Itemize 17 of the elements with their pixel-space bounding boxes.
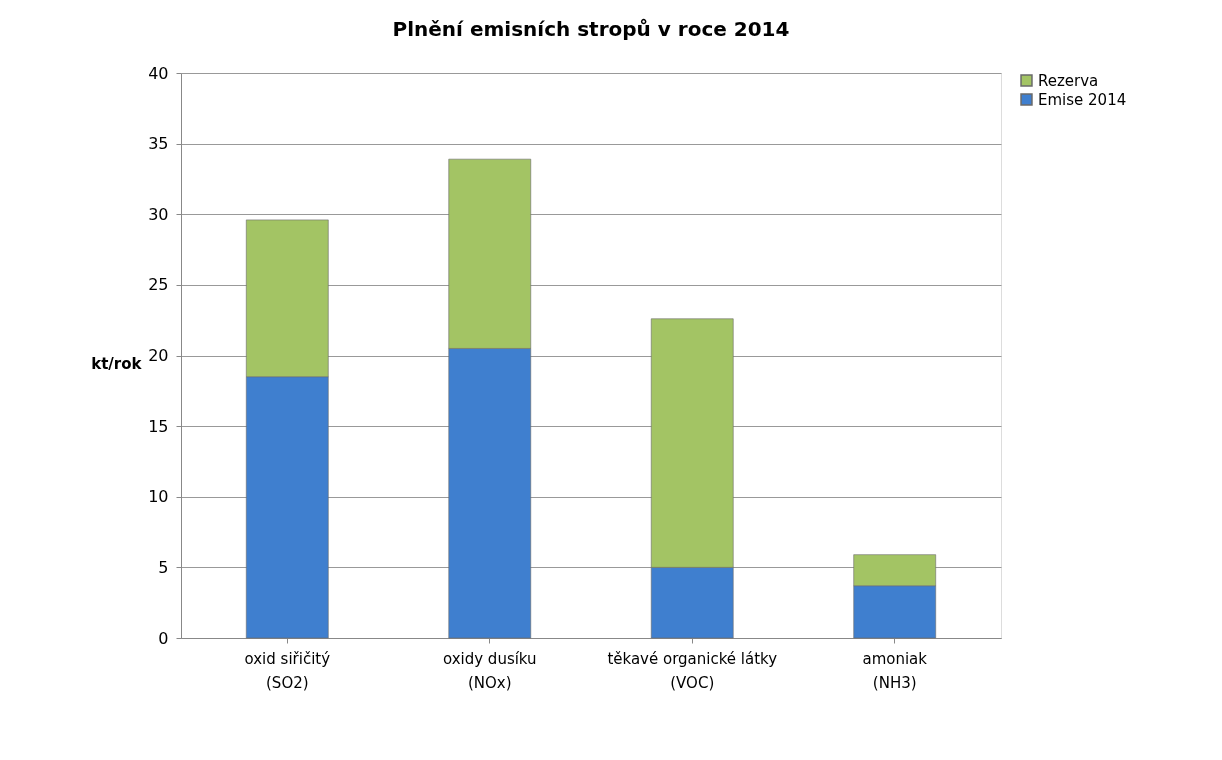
x-tick-label: oxid siřičitý (SO2) xyxy=(244,649,331,692)
legend-label: Emise 2014 xyxy=(1038,90,1127,109)
y-tick-label: 25 xyxy=(148,275,169,295)
y-tick-label: 30 xyxy=(148,204,169,224)
y-tick-label: 0 xyxy=(158,628,169,648)
y-tick-label: 35 xyxy=(148,134,169,154)
chart-title: Plnění emisních stropů v roce 2014 xyxy=(392,17,790,41)
x-tick-label: amoniak (NH3) xyxy=(862,649,928,692)
x-tick-label: oxidy dusíku (NOx) xyxy=(442,649,537,692)
y-tick-label: 5 xyxy=(158,557,169,577)
x-tick-label: těkavé organické látky (VOC) xyxy=(607,649,778,692)
y-tick-label: 40 xyxy=(148,63,169,83)
legend-label: Rezerva xyxy=(1038,71,1099,90)
y-axis-title: kt/rok xyxy=(91,354,143,373)
y-tick-label: 10 xyxy=(148,487,169,507)
y-tick-label: 20 xyxy=(148,346,169,365)
y-tick-label: 15 xyxy=(148,416,169,436)
